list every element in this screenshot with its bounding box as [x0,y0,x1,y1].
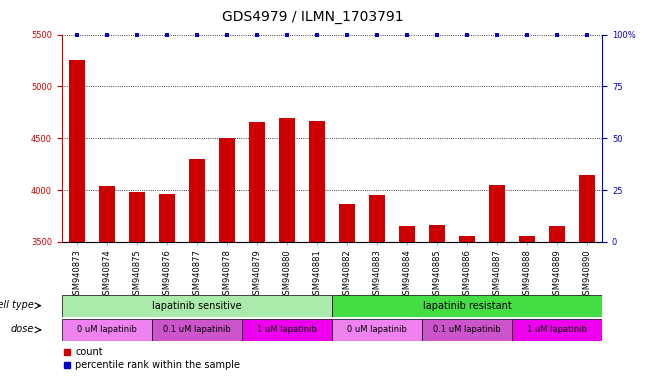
Bar [129,192,145,384]
Bar [422,319,512,341]
Text: 1 uM lapatinib: 1 uM lapatinib [527,325,587,334]
Bar [98,186,115,384]
Bar [489,185,505,384]
Text: percentile rank within the sample: percentile rank within the sample [76,360,240,370]
Bar [279,118,296,384]
Text: cell type: cell type [0,300,34,310]
Text: dose: dose [10,324,34,334]
Text: 0 uM lapatinib: 0 uM lapatinib [77,325,137,334]
Bar [249,122,265,384]
Bar [339,204,355,384]
Bar [579,175,596,384]
Text: 0.1 uM lapatinib: 0.1 uM lapatinib [163,325,231,334]
Bar [512,319,602,341]
Text: 0.1 uM lapatinib: 0.1 uM lapatinib [433,325,501,334]
Bar [189,159,205,384]
Bar [152,319,242,341]
Bar [519,236,535,384]
Bar [399,227,415,384]
Bar [62,295,332,317]
Bar [68,61,85,384]
Bar [368,195,385,384]
Bar [242,319,332,341]
Bar [309,121,326,384]
Bar [219,138,235,384]
Text: 0 uM lapatinib: 0 uM lapatinib [347,325,407,334]
Text: count: count [76,346,103,356]
Text: lapatinib resistant: lapatinib resistant [422,301,512,311]
Text: 1 uM lapatinib: 1 uM lapatinib [257,325,317,334]
Text: GDS4979 / ILMN_1703791: GDS4979 / ILMN_1703791 [222,10,403,23]
Bar [62,319,152,341]
Bar [159,194,175,384]
Bar [332,319,422,341]
Bar [429,225,445,384]
Bar [549,227,566,384]
Text: lapatinib sensitive: lapatinib sensitive [152,301,242,311]
Bar [459,236,475,384]
Bar [332,295,602,317]
